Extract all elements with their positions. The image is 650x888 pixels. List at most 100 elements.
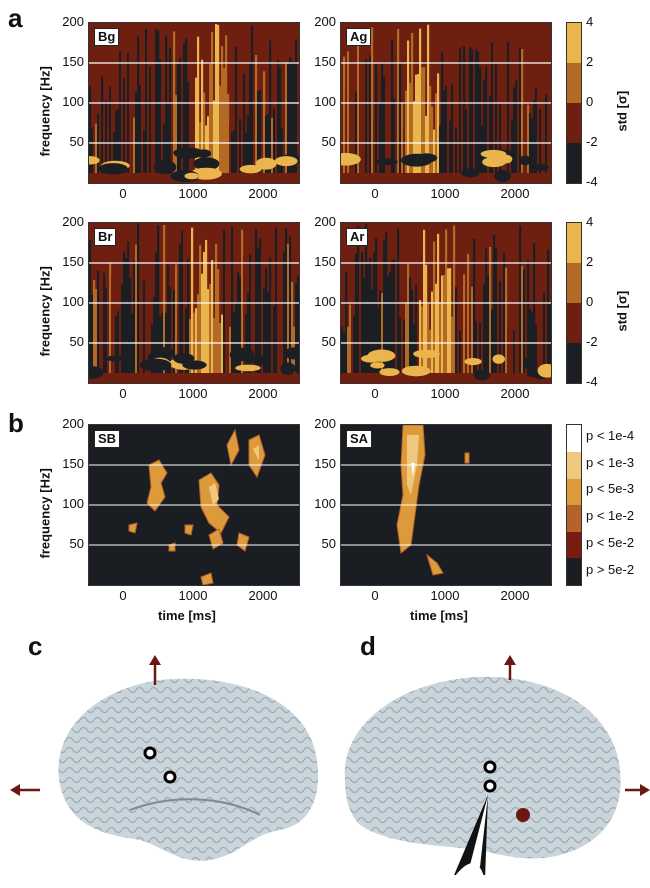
y-tick-label: 50 — [69, 134, 84, 149]
spectrogram-column — [377, 118, 380, 173]
spectrogram-column — [237, 120, 240, 173]
spectrogram-column — [279, 67, 282, 173]
spectrogram-column — [503, 252, 506, 373]
spectrogram-column — [531, 118, 534, 173]
spectrogram-column — [117, 311, 120, 373]
spectrogram-column — [351, 248, 354, 373]
spectrogram-column — [421, 306, 424, 373]
spectrogram-column — [221, 46, 224, 173]
spectrogram-column — [361, 251, 364, 373]
spectrogram-column — [507, 326, 510, 373]
spectrogram-column — [89, 239, 92, 373]
significance-sb: SB — [88, 424, 300, 586]
spectrogram-column — [215, 23, 218, 173]
p-value-label: p < 1e-2 — [586, 508, 635, 524]
spectrogram-column — [343, 56, 346, 173]
spectrogram-column — [453, 121, 456, 173]
y-axis-label: frequency [Hz] — [37, 468, 53, 559]
spectrogram-column — [197, 36, 200, 173]
colorbar-swatch — [567, 558, 581, 585]
spectrogram-br: Br — [88, 222, 300, 384]
spectrogram-column — [487, 274, 490, 373]
spectrogram-column — [101, 76, 104, 173]
spectrogram-column — [493, 24, 496, 173]
spectrogram-column — [355, 253, 358, 373]
spectrogram-column — [137, 35, 140, 174]
spectrogram-column — [419, 300, 422, 373]
spectrogram-column — [473, 238, 476, 373]
spectrogram-column — [507, 42, 510, 173]
spectrogram-column — [357, 39, 360, 173]
spectrogram-column — [279, 260, 282, 373]
colorbar-tick: -2 — [586, 134, 598, 149]
low-frequency-blob — [193, 157, 220, 171]
spectrogram-column — [371, 289, 374, 373]
spectrogram-column — [401, 265, 404, 373]
colorbar-tick: 0 — [586, 94, 594, 109]
spectrogram-column — [201, 59, 204, 174]
low-frequency-blob — [461, 168, 480, 178]
spectrogram-column — [543, 71, 546, 173]
spectrogram-column — [449, 120, 452, 173]
spectrogram-column — [447, 37, 450, 173]
spectrogram-column — [133, 260, 136, 373]
spectrogram-column — [455, 127, 458, 173]
y-tick-label: 100 — [314, 294, 336, 309]
spectrogram-column — [423, 67, 426, 173]
spectrogram-column — [363, 71, 366, 173]
y-tick-label: 50 — [321, 536, 336, 551]
spectrogram-column — [125, 257, 128, 373]
spectrogram-column — [529, 309, 532, 373]
spectrogram-column — [195, 77, 198, 173]
spectrogram-column — [143, 130, 146, 173]
spectrogram-column — [297, 276, 299, 373]
spectrogram-column — [203, 252, 206, 373]
spectrogram-column — [407, 40, 410, 173]
spectrogram-column — [371, 27, 374, 173]
y-tick-label: 150 — [62, 54, 84, 69]
spectrogram-column — [121, 284, 124, 373]
spectrogram-column — [245, 314, 248, 373]
spectrogram-column — [241, 129, 244, 173]
spectrogram-column — [193, 58, 196, 173]
spectrogram-column — [483, 79, 486, 173]
spectrogram-column — [415, 285, 418, 373]
spectrogram-column — [417, 241, 420, 373]
x-tick-label: 2000 — [248, 386, 278, 401]
panel-label-c: c — [28, 631, 43, 661]
spectrogram-bg: Bg — [88, 22, 300, 184]
spectrogram-column — [349, 304, 352, 373]
spectrogram-column — [261, 120, 264, 173]
spectrogram-column — [511, 119, 514, 173]
y-tick-label: 50 — [321, 334, 336, 349]
spectrogram-column — [129, 47, 132, 173]
spectrogram-column — [499, 281, 502, 373]
spectrogram-column — [357, 225, 360, 373]
spectrogram-column — [243, 256, 246, 373]
spectrogram-column — [433, 241, 436, 373]
low-frequency-blob — [413, 349, 440, 359]
spectrogram-column — [141, 64, 144, 173]
spectrogram-column — [475, 321, 478, 373]
spectrogram-column — [155, 252, 158, 373]
spectrogram-column — [395, 105, 398, 173]
spectrogram-column — [217, 24, 220, 174]
spectrogram-column — [547, 249, 550, 373]
spectrogram-column — [177, 307, 180, 373]
low-frequency-blob — [401, 365, 431, 377]
colorbar-swatch — [567, 303, 581, 343]
spectrogram-column — [157, 30, 160, 174]
spectrogram-column — [431, 291, 434, 373]
spectrogram-column — [167, 264, 170, 373]
spectrogram-column — [463, 274, 466, 373]
spectrogram-column — [105, 287, 108, 373]
y-tick-label: 150 — [314, 54, 336, 69]
spectrogram-column — [517, 91, 520, 173]
spectrogram-column — [225, 268, 228, 373]
spectrogram-column — [353, 89, 356, 173]
std-colorbar — [566, 22, 582, 184]
spectrogram-column — [379, 102, 382, 173]
spectrogram-column — [233, 130, 236, 173]
colorbar-swatch — [567, 143, 581, 183]
y-tick-label: 50 — [69, 536, 84, 551]
